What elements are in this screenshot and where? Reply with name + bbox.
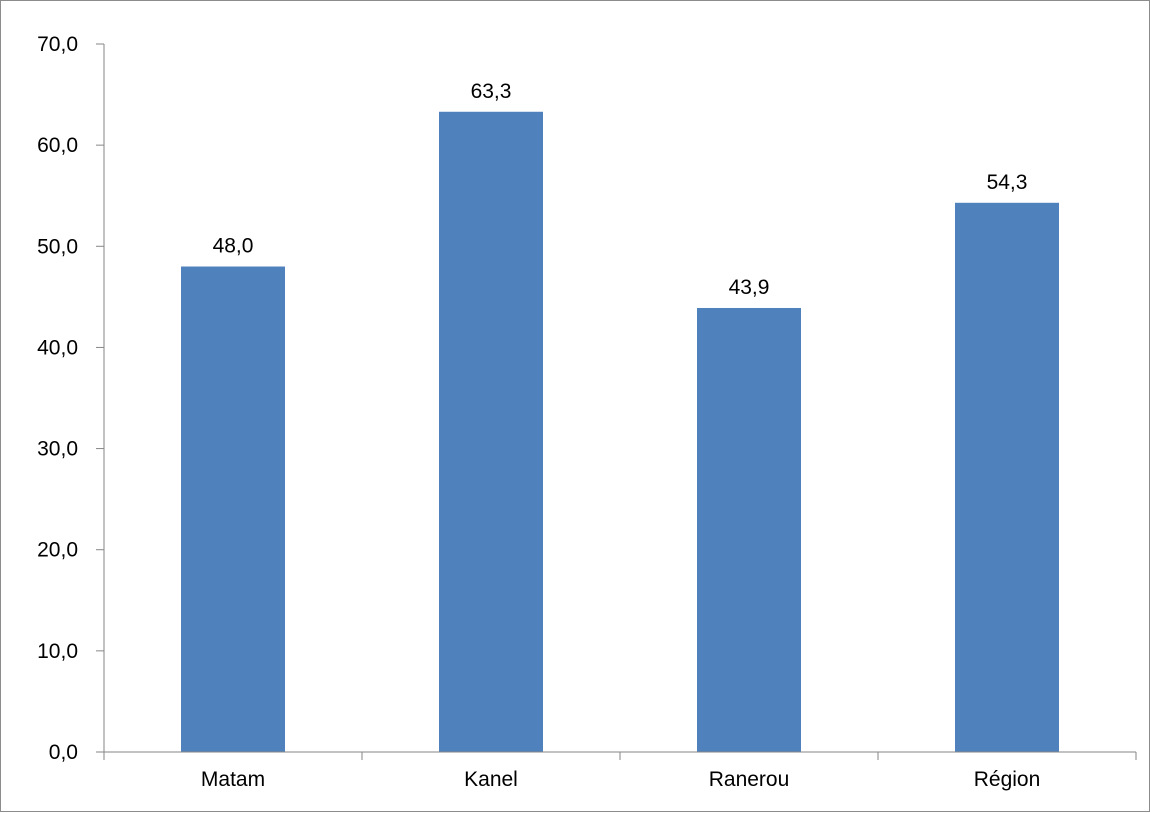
bar-ranerou	[697, 307, 801, 752]
y-tick-label: 70,0	[37, 33, 78, 56]
y-tick-label: 10,0	[37, 640, 78, 663]
bars-layer	[181, 111, 1059, 752]
bar-kanel	[439, 111, 543, 752]
data-label: 43,9	[729, 276, 770, 299]
y-tick-label: 60,0	[37, 134, 78, 157]
x-tick-label: Ranerou	[709, 768, 790, 791]
y-tick-label: 20,0	[37, 539, 78, 562]
x-tick-label: Matam	[201, 768, 265, 791]
y-tick-label: 40,0	[37, 336, 78, 359]
data-label: 63,3	[471, 80, 512, 103]
x-tick-label: Kanel	[464, 768, 518, 791]
axis-layer	[96, 43, 1137, 760]
bar-matam	[181, 266, 285, 752]
data-label: 54,3	[987, 171, 1028, 194]
y-tick-label: 50,0	[37, 235, 78, 258]
x-tick-label: Région	[974, 768, 1041, 791]
bar-région	[955, 202, 1059, 752]
y-tick-label: 30,0	[37, 438, 78, 461]
labels-layer: 48,0 Matam 63,3 Kanel 43,9 Ranerou 54,3 Région 0…	[37, 33, 1040, 791]
data-label: 48,0	[213, 235, 254, 258]
y-tick-label: 0,0	[49, 741, 78, 764]
